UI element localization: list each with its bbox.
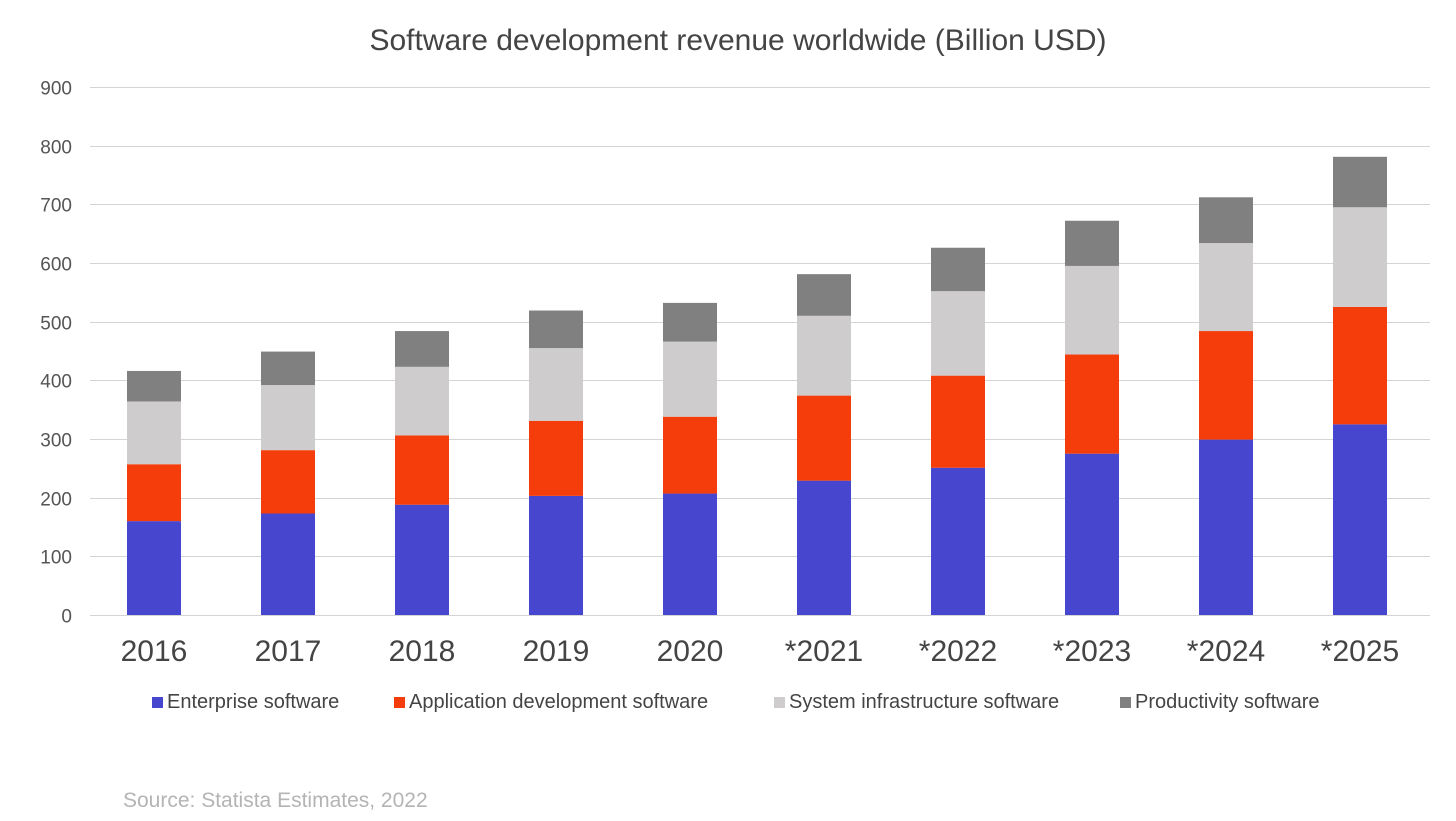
bar-segment bbox=[395, 504, 449, 615]
bar-segment bbox=[1065, 354, 1119, 454]
legend-swatch bbox=[394, 697, 405, 708]
bar-segment bbox=[1199, 439, 1253, 615]
x-tick-label: *2023 bbox=[1053, 635, 1131, 668]
bar-segment bbox=[395, 435, 449, 505]
bar-segment bbox=[1065, 265, 1119, 355]
bar-segment bbox=[127, 464, 181, 522]
chart-title: Software development revenue worldwide (… bbox=[369, 24, 1106, 57]
legend-label: Productivity software bbox=[1135, 691, 1320, 713]
x-tick-label: 2016 bbox=[121, 635, 188, 668]
bar-segment bbox=[127, 521, 181, 615]
bar-segment bbox=[1065, 220, 1119, 266]
bar-segment bbox=[529, 348, 583, 421]
y-axis-ticks: 0 100 200 300 400 500 600 700 800 900 bbox=[40, 79, 72, 628]
bar-segment bbox=[931, 375, 985, 468]
bar-segment bbox=[261, 385, 315, 451]
bar-segment bbox=[663, 302, 717, 342]
bar-segment bbox=[1199, 331, 1253, 440]
bar-segment bbox=[931, 247, 985, 292]
y-tick-label: 500 bbox=[40, 314, 72, 335]
y-tick-label: 400 bbox=[40, 372, 72, 393]
x-tick-label: 2020 bbox=[657, 635, 724, 668]
bar-segment bbox=[797, 315, 851, 396]
bar-segment bbox=[1333, 424, 1387, 615]
bar-segment bbox=[529, 495, 583, 615]
bar-segment bbox=[931, 467, 985, 615]
bar-segment bbox=[663, 341, 717, 417]
x-tick-label: *2022 bbox=[919, 635, 997, 668]
y-tick-label: 300 bbox=[40, 431, 72, 452]
bar-segment bbox=[529, 420, 583, 496]
x-tick-label: *2025 bbox=[1321, 635, 1399, 668]
x-tick-label: 2018 bbox=[389, 635, 456, 668]
legend: Enterprise software Application developme… bbox=[152, 691, 1320, 713]
y-tick-label: 900 bbox=[40, 79, 72, 100]
bar-segment bbox=[1333, 307, 1387, 425]
bar-segment bbox=[395, 366, 449, 436]
bar-segment bbox=[1333, 156, 1387, 208]
bar-segment bbox=[127, 401, 181, 465]
y-tick-label: 0 bbox=[61, 607, 72, 628]
y-tick-label: 200 bbox=[40, 490, 72, 511]
legend-label: Application development software bbox=[409, 691, 708, 713]
bar-segment bbox=[1199, 243, 1253, 332]
bar-segment bbox=[931, 291, 985, 376]
bar-segment bbox=[797, 274, 851, 316]
bar-segment bbox=[261, 450, 315, 514]
bar-segment bbox=[261, 351, 315, 386]
y-tick-label: 700 bbox=[40, 196, 72, 217]
bar-segment bbox=[663, 493, 717, 615]
bar-segment bbox=[797, 480, 851, 615]
legend-swatch bbox=[774, 697, 785, 708]
bars bbox=[127, 156, 1387, 615]
legend-label: Enterprise software bbox=[167, 691, 339, 713]
legend-swatch bbox=[152, 697, 163, 708]
bar-segment bbox=[663, 416, 717, 494]
legend-swatch bbox=[1120, 697, 1131, 708]
bar-segment bbox=[261, 513, 315, 615]
legend-label: System infrastructure software bbox=[789, 691, 1059, 713]
bar-segment bbox=[395, 331, 449, 367]
x-axis-ticks: 2016 2017 2018 2019 2020 *2021 *2022 *2023 *2024… bbox=[121, 635, 1400, 668]
x-tick-label: 2019 bbox=[523, 635, 590, 668]
y-tick-label: 600 bbox=[40, 255, 72, 276]
y-tick-label: 800 bbox=[40, 138, 72, 159]
y-tick-label: 100 bbox=[40, 548, 72, 569]
x-tick-label: *2021 bbox=[785, 635, 863, 668]
bar-segment bbox=[797, 395, 851, 481]
x-tick-label: 2017 bbox=[255, 635, 322, 668]
source-note: Source: Statista Estimates, 2022 bbox=[123, 789, 428, 812]
bar-segment bbox=[529, 310, 583, 349]
x-tick-label: *2024 bbox=[1187, 635, 1265, 668]
bar-segment bbox=[1065, 453, 1119, 615]
bar-segment bbox=[1333, 207, 1387, 307]
bar-segment bbox=[127, 370, 181, 402]
bar-segment bbox=[1199, 197, 1253, 244]
